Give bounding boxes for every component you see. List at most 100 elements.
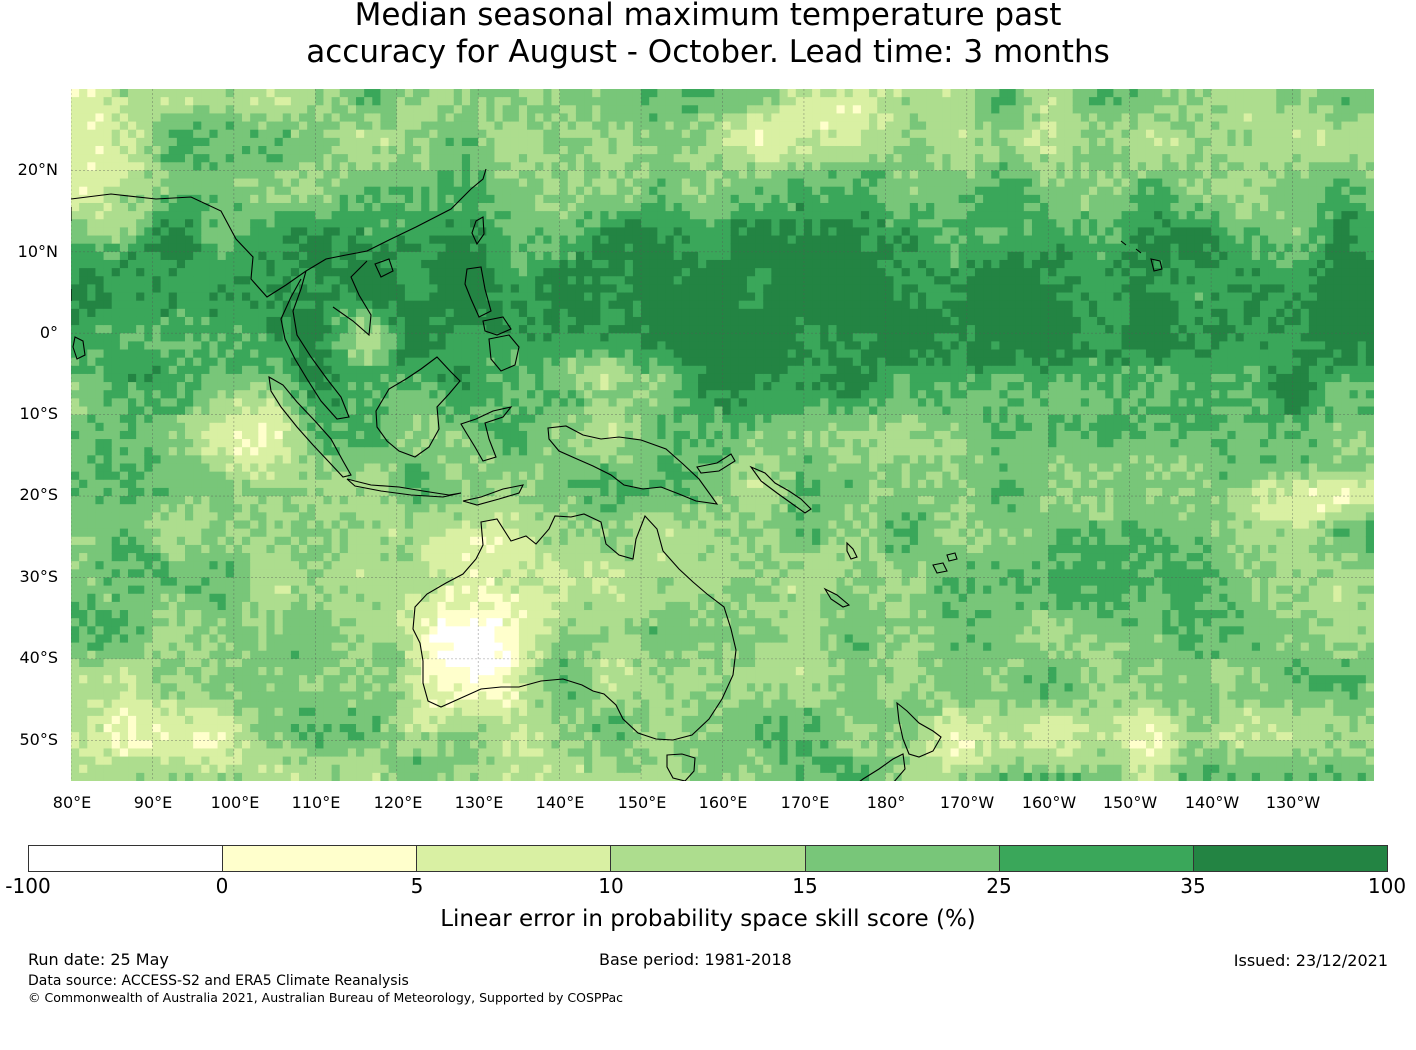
grid-cell xyxy=(128,89,137,98)
grid-cell xyxy=(315,154,324,163)
grid-cell xyxy=(543,479,552,489)
grid-cell xyxy=(176,284,186,293)
grid-cell xyxy=(225,292,235,302)
grid-cell xyxy=(347,675,357,684)
grid-cell xyxy=(258,154,267,163)
grid-cell xyxy=(502,259,512,269)
grid-cell xyxy=(128,553,137,562)
grid-cell xyxy=(364,268,373,277)
grid-cell xyxy=(103,162,113,171)
grid-cell xyxy=(136,642,145,652)
grid-cell xyxy=(510,235,520,245)
grid-cell xyxy=(233,553,243,562)
grid-cell xyxy=(437,683,447,692)
grid-cell xyxy=(282,528,292,538)
grid-cell xyxy=(217,667,227,676)
grid-cell xyxy=(494,390,504,399)
grid-cell xyxy=(111,593,121,603)
grid-cell xyxy=(404,365,414,375)
grid-cell xyxy=(380,398,389,407)
grid-cell xyxy=(339,145,349,155)
grid-cell xyxy=(510,430,520,440)
grid-cell xyxy=(103,292,113,302)
grid-cell xyxy=(185,691,194,700)
grid-cell xyxy=(347,251,357,261)
grid-cell xyxy=(396,626,406,635)
grid-cell xyxy=(356,707,365,717)
grid-cell xyxy=(527,259,536,269)
grid-cell xyxy=(323,577,332,587)
grid-cell xyxy=(258,748,267,757)
grid-cell xyxy=(266,618,275,627)
grid-cell xyxy=(331,398,341,407)
grid-cell xyxy=(543,561,552,570)
grid-cell xyxy=(502,528,512,538)
grid-cell xyxy=(185,455,194,464)
grid-cell xyxy=(185,504,194,513)
grid-cell xyxy=(315,300,324,310)
grid-cell xyxy=(413,650,422,660)
grid-cell xyxy=(445,300,455,310)
grid-cell xyxy=(233,373,243,383)
grid-cell xyxy=(356,105,365,114)
grid-cell xyxy=(103,512,113,521)
grid-cell xyxy=(209,170,218,179)
grid-cell xyxy=(380,145,389,155)
grid-cell xyxy=(111,536,121,546)
grid-cell xyxy=(242,341,251,350)
grid-cell xyxy=(461,479,471,489)
grid-cell xyxy=(486,430,495,440)
grid-cell xyxy=(233,561,243,570)
grid-cell xyxy=(364,292,373,302)
grid-cell xyxy=(290,121,300,131)
grid-cell xyxy=(168,235,178,245)
grid-cell xyxy=(470,227,479,236)
grid-cell xyxy=(193,129,202,139)
grid-cell xyxy=(128,308,137,318)
grid-cell xyxy=(364,593,373,603)
grid-cell xyxy=(518,715,528,725)
grid-cell xyxy=(185,333,194,342)
grid-cell xyxy=(461,349,471,359)
grid-cell xyxy=(486,357,495,367)
grid-cell xyxy=(299,129,308,139)
grid-cell xyxy=(185,740,194,749)
grid-cell xyxy=(103,650,113,660)
grid-cell xyxy=(535,487,544,497)
grid-cell xyxy=(128,259,137,269)
grid-cell xyxy=(396,178,406,188)
grid-cell xyxy=(282,105,292,114)
grid-cell xyxy=(315,569,324,578)
grid-cell xyxy=(494,243,504,253)
grid-cell xyxy=(396,585,406,595)
grid-cell xyxy=(258,211,267,220)
grid-cell xyxy=(152,585,161,595)
grid-cell xyxy=(331,764,341,774)
grid-cell xyxy=(152,422,161,432)
grid-cell xyxy=(193,610,202,619)
grid-cell xyxy=(144,447,153,456)
grid-cell xyxy=(209,650,218,660)
grid-cell xyxy=(527,585,536,595)
grid-cell xyxy=(71,528,80,538)
grid-cell xyxy=(185,707,194,717)
grid-cell xyxy=(445,634,455,643)
grid-cell xyxy=(527,748,536,757)
grid-cell xyxy=(233,170,243,179)
grid-cell xyxy=(518,561,528,570)
grid-cell xyxy=(193,772,202,781)
grid-cell xyxy=(152,732,161,741)
grid-cell xyxy=(323,316,332,326)
grid-cell xyxy=(201,683,210,692)
grid-cell xyxy=(372,675,381,684)
grid-cell xyxy=(388,219,398,228)
grid-cell xyxy=(144,756,153,766)
grid-cell xyxy=(290,178,300,188)
grid-cell xyxy=(201,284,210,293)
grid-cell xyxy=(404,349,414,359)
grid-cell xyxy=(437,170,447,179)
grid-cell xyxy=(510,496,520,505)
grid-cell xyxy=(87,398,96,407)
grid-cell xyxy=(87,512,96,521)
grid-cell xyxy=(543,577,552,587)
